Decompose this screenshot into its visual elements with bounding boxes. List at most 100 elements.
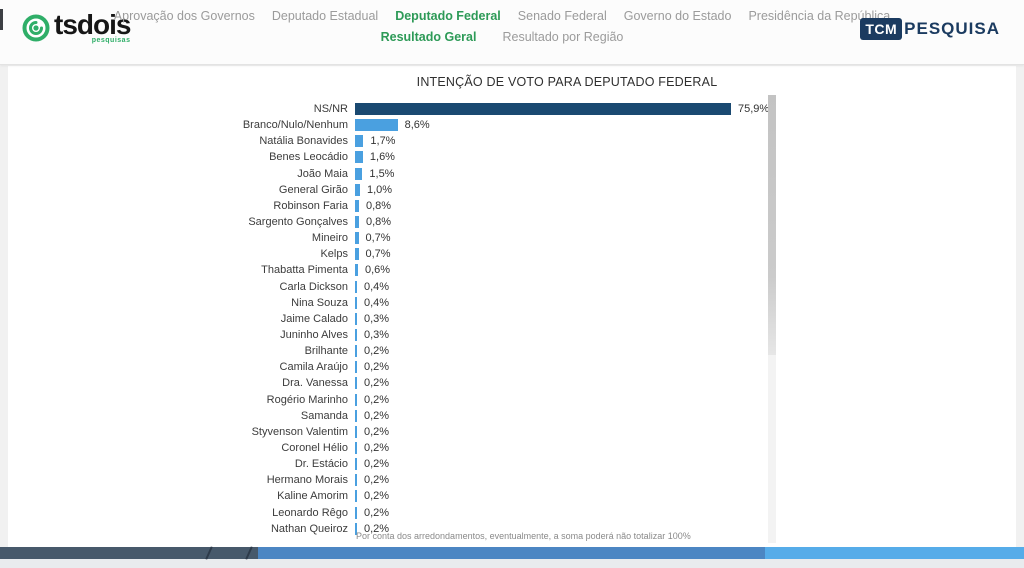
bar[interactable] xyxy=(355,312,357,325)
bar[interactable] xyxy=(355,377,357,390)
chart-row: Branco/Nulo/Nenhum 8,6% xyxy=(8,117,778,133)
bar-value: 8,6% xyxy=(404,119,430,132)
left-edge-mark xyxy=(0,9,3,30)
bar[interactable] xyxy=(355,522,357,535)
bar-value: 0,8% xyxy=(366,199,392,212)
bar-value: 1,0% xyxy=(367,183,393,196)
bar[interactable] xyxy=(355,458,357,471)
nav-item-resultado-geral[interactable]: Resultado Geral xyxy=(380,30,477,44)
bar[interactable] xyxy=(355,409,357,422)
bar-label: Benes Leocádio xyxy=(269,151,348,164)
nav-item-deputado-federal[interactable]: Deputado Federal xyxy=(395,9,501,23)
chart-row: Dr. Estácio 0,2% xyxy=(8,456,778,472)
bar[interactable] xyxy=(355,216,359,229)
chart-row: Hermano Morais 0,2% xyxy=(8,472,778,488)
chart-title: INTENÇÃO DE VOTO PARA DEPUTADO FEDERAL xyxy=(416,75,718,89)
bar-value: 0,2% xyxy=(364,442,390,455)
bar-label: Juninho Alves xyxy=(280,329,348,342)
bar-label: Natália Bonavides xyxy=(259,135,348,148)
bar[interactable] xyxy=(355,345,357,358)
bar[interactable] xyxy=(355,393,357,406)
bar-value: 0,2% xyxy=(364,506,390,519)
bar-label: Leonardo Rêgo xyxy=(272,506,348,519)
bar[interactable] xyxy=(355,296,357,309)
chart-footnote: Por conta dos arredondamentos, eventualm… xyxy=(356,531,691,541)
chart-row: Kaline Amorim 0,2% xyxy=(8,488,778,504)
bar-value: 1,5% xyxy=(369,167,395,180)
chart-scrollbar[interactable] xyxy=(768,95,776,543)
bar-label: Coronel Hélio xyxy=(281,442,348,455)
bar-value: 0,2% xyxy=(364,361,390,374)
bar-label: Hermano Morais xyxy=(266,474,348,487)
chart-row: Rogério Marinho 0,2% xyxy=(8,392,778,408)
bar-value: 0,2% xyxy=(364,490,390,503)
tsdois-logo: tsdois pesquisas xyxy=(22,11,131,45)
bar[interactable] xyxy=(355,167,363,180)
bar[interactable] xyxy=(355,103,731,116)
bar[interactable] xyxy=(355,248,359,261)
bar[interactable] xyxy=(355,361,357,374)
bar[interactable] xyxy=(355,232,359,245)
bar-label: Camila Araújo xyxy=(279,361,348,374)
bar[interactable] xyxy=(355,199,359,212)
bar-value: 0,6% xyxy=(365,264,391,277)
nav-item-aprovacao-dos-governos[interactable]: Aprovação dos Governos xyxy=(113,9,255,23)
bar[interactable] xyxy=(355,474,357,487)
tsdois-logo-text: tsdois pesquisas xyxy=(54,11,131,45)
scrollbar-thumb[interactable] xyxy=(768,95,776,355)
chart-row: Leonardo Rêgo 0,2% xyxy=(8,505,778,521)
brand-subtitle: pesquisas xyxy=(91,37,131,44)
nav-item-resultado-por-regiao[interactable]: Resultado por Região xyxy=(502,30,624,44)
chart-row: Camila Araújo 0,2% xyxy=(8,359,778,375)
accent-segment-light xyxy=(765,547,1024,559)
nav-row-secondary: Resultado Geral Resultado por Região xyxy=(381,30,624,44)
bar-value: 0,3% xyxy=(364,329,390,342)
nav-row-primary: Aprovação dos Governos Deputado Estadual D… xyxy=(114,9,890,23)
bar[interactable] xyxy=(355,490,357,503)
bar-label: Rogério Marinho xyxy=(266,393,348,406)
bar[interactable] xyxy=(355,442,357,455)
bar[interactable] xyxy=(355,425,357,438)
nav-item-governo-do-estado[interactable]: Governo do Estado xyxy=(623,9,732,23)
bar[interactable] xyxy=(355,183,360,196)
chart-row: Nathan Queiroz 0,2% xyxy=(8,521,778,537)
bar-value: 0,2% xyxy=(364,522,390,535)
bar-value: 1,6% xyxy=(369,151,395,164)
bar[interactable] xyxy=(355,280,357,293)
bar-value: 0,4% xyxy=(364,280,390,293)
bar-label: NS/NR xyxy=(313,103,348,116)
nav-item-deputado-estadual[interactable]: Deputado Estadual xyxy=(271,9,379,23)
bar-value: 0,2% xyxy=(364,458,390,471)
bar-value: 0,2% xyxy=(364,377,390,390)
bottom-accent-bar xyxy=(0,546,1024,560)
chart-row: Samanda 0,2% xyxy=(8,408,778,424)
bar[interactable] xyxy=(355,135,364,148)
bar-value: 0,2% xyxy=(364,345,390,358)
main-nav: Aprovação dos Governos Deputado Estadual D… xyxy=(114,9,890,44)
bar-value: 0,7% xyxy=(365,232,391,245)
nav-item-presidencia-da-republica[interactable]: Presidência da República xyxy=(748,9,891,23)
bar[interactable] xyxy=(355,264,358,277)
chart-row: Dra. Vanessa 0,2% xyxy=(8,375,778,391)
tcm-pesquisa-logo: TCM PESQUISA xyxy=(860,18,1000,40)
bar[interactable] xyxy=(355,151,363,164)
nav-item-senado-federal[interactable]: Senado Federal xyxy=(517,9,607,23)
bar-label: João Maia xyxy=(297,167,348,180)
chart-row: Robinson Faria 0,8% xyxy=(8,198,778,214)
top-header: tsdois pesquisas Aprovação dos Governos D… xyxy=(0,0,1024,65)
chart-row: Kelps 0,7% xyxy=(8,246,778,262)
accent-segment-mid xyxy=(258,547,765,559)
chart-row: João Maia 1,5% xyxy=(8,166,778,182)
bar[interactable] xyxy=(355,506,357,519)
bar[interactable] xyxy=(355,329,357,342)
chart-row: Natália Bonavides 1,7% xyxy=(8,133,778,149)
bar-label: Robinson Faria xyxy=(273,199,348,212)
bar-value: 0,2% xyxy=(364,425,390,438)
accent-slash xyxy=(205,546,213,560)
chart-row: Styvenson Valentim 0,2% xyxy=(8,424,778,440)
bar-label: Thabatta Pimenta xyxy=(261,264,348,277)
chart-row: Mineiro 0,7% xyxy=(8,230,778,246)
bar[interactable] xyxy=(355,119,398,132)
bar-value: 1,7% xyxy=(370,135,396,148)
accent-segment-dark xyxy=(0,546,258,560)
